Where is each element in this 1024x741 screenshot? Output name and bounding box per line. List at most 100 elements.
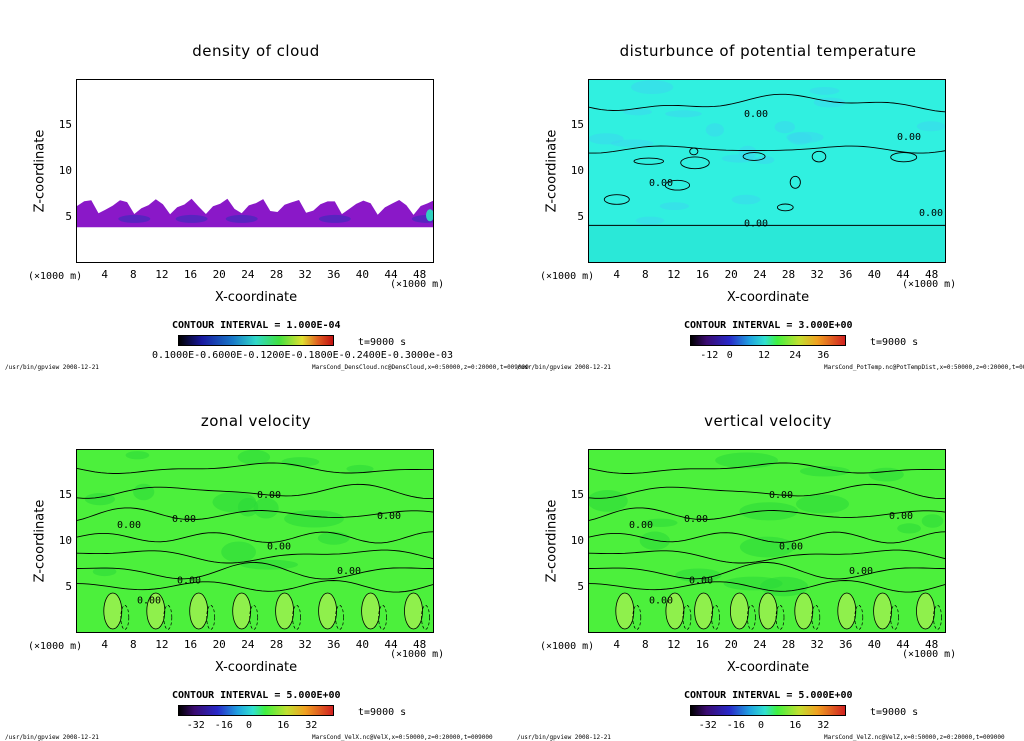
velocity-patch [284, 510, 344, 528]
temperature-patch [589, 133, 624, 145]
velocity-cell [916, 593, 935, 629]
contour-line [589, 462, 945, 474]
y-tick-label: 15 [58, 118, 72, 131]
x-tick-label: 36 [327, 268, 341, 281]
contour-label: 0.00 [769, 490, 793, 501]
x-tick-label: 16 [183, 638, 198, 651]
velocity-cell [794, 593, 813, 629]
velocity-cell-contour [916, 592, 935, 630]
velocity-patch [317, 531, 350, 545]
velocity-patch [643, 518, 678, 527]
contour-line [589, 549, 945, 564]
background [77, 80, 433, 262]
contour-label: 0.00 [257, 490, 281, 501]
colorbar-tick-label: -16 [726, 720, 745, 731]
velocity-cell-contour [694, 592, 713, 630]
contour-line [77, 562, 433, 580]
x-axis-label: X-coordinate [214, 660, 298, 675]
contour-label: 0.00 [172, 514, 196, 525]
velocity-patch [739, 536, 795, 558]
time-label: t=9000 s [358, 707, 407, 718]
negative-contour [747, 605, 756, 630]
x-axis-label: X-coordinate [214, 290, 298, 305]
velocity-cell-contour [758, 592, 778, 630]
footer-right: MarsCond_DensCloud.nc@DensCloud,x=0:5000… [312, 364, 529, 371]
x-tick-label: 36 [839, 638, 853, 651]
colorbar-tick-label: 12 [758, 350, 771, 361]
velocity-cell [103, 593, 122, 629]
colorbar-tick-label: 24 [789, 350, 802, 361]
colorbar-tick-label: 0 [726, 350, 733, 361]
contour-label: 0.00 [377, 511, 401, 522]
contour-loop [680, 156, 710, 170]
x-tick-label: 48 [413, 638, 427, 651]
contour-line [589, 507, 945, 521]
velocity-cell-contour [615, 592, 635, 630]
contour-plot: 0.00 0.00 0.00 0.00 0.00 [589, 80, 945, 262]
x-tick-label: 28 [781, 638, 796, 651]
panel-1: density of cloud 5 10 15 4 8 12 16 20 24 28 32 36 40 4… [0, 0, 529, 371]
x-unit-label: (×1000 m) [390, 279, 445, 290]
colorbar [690, 705, 846, 716]
y-tick-label: 10 [570, 534, 584, 547]
colorbar [178, 705, 334, 716]
contour-line [77, 580, 433, 593]
y-axis-label: Z-coordinate [544, 129, 560, 213]
x-tick-label: 16 [695, 638, 710, 651]
velocity-patch [921, 514, 944, 528]
x-axis-label: X-coordinate [726, 290, 810, 305]
velocity-patch [796, 494, 849, 514]
x-tick-label: 8 [129, 638, 137, 651]
contour-plot: 0.00 0.00 0.00 0.00 0.00 0.00 0.00 0.00 [589, 450, 945, 632]
footer-right: MarsCond_VelX.nc@VelX,x=0:50000,z=0:2000… [312, 734, 493, 741]
negative-contour [854, 605, 864, 630]
contour-loop [776, 203, 794, 212]
x-tick-label: 44 [896, 268, 910, 281]
contour-label: 0.00 [137, 596, 161, 607]
velocity-patch [589, 490, 628, 512]
contour-label: 0.00 [684, 514, 708, 525]
x-tick-label: 40 [867, 268, 882, 281]
contour-line [77, 531, 433, 544]
negative-contour [378, 605, 387, 630]
plot-area: 0.00 0.00 0.00 0.00 0.00 0.00 0.00 0.00 [588, 449, 946, 633]
negative-contour [249, 605, 259, 630]
footer-right: MarsCond_PotTemp.nc@PotTempDist,x=0:5000… [824, 364, 1024, 371]
cloud-core [318, 214, 351, 223]
velocity-cell [665, 593, 684, 629]
footer-left: /usr/bin/gpview 2008-12-21 [517, 364, 611, 371]
y-tick-label: 15 [570, 488, 584, 501]
x-tick-label: 20 [724, 638, 738, 651]
velocity-cell [759, 593, 777, 629]
contour-line [589, 145, 945, 154]
lower-region [589, 225, 945, 262]
velocity-patch [715, 452, 778, 469]
y-tick-label: 5 [577, 580, 584, 593]
x-tick-label: 24 [753, 268, 767, 281]
temperature-patch [631, 80, 674, 94]
x-tick-label: 20 [212, 638, 226, 651]
contour-line [77, 483, 433, 500]
velocity-cell [694, 593, 713, 629]
contour-label: 0.00 [337, 566, 361, 577]
velocity-cell [404, 593, 423, 629]
x-tick-label: 16 [183, 268, 198, 281]
velocity-cell-contour [729, 592, 749, 630]
time-label: t=9000 s [358, 337, 407, 348]
temperature-patch [665, 110, 702, 118]
x-axis-label: X-coordinate [726, 660, 810, 675]
cloud-core [118, 214, 151, 223]
temperature-patch [774, 121, 795, 134]
contour-loop [811, 150, 827, 163]
contour-plot: 0.00 0.00 0.00 0.00 0.00 0.00 0.00 0.00 [77, 450, 433, 632]
x-tick-label: 24 [241, 268, 255, 281]
y-axis-label: Z-coordinate [32, 499, 48, 583]
cloud-core [225, 214, 258, 223]
contour-label: 0.00 [849, 566, 873, 577]
y-tick-label: 5 [577, 210, 584, 223]
colorbar-tick-label: 0 [246, 720, 253, 731]
footer-left: /usr/bin/gpview 2008-12-21 [517, 734, 611, 741]
contour-loop [742, 152, 766, 161]
x-tick-label: 32 [810, 268, 824, 281]
negative-contour [421, 605, 430, 630]
